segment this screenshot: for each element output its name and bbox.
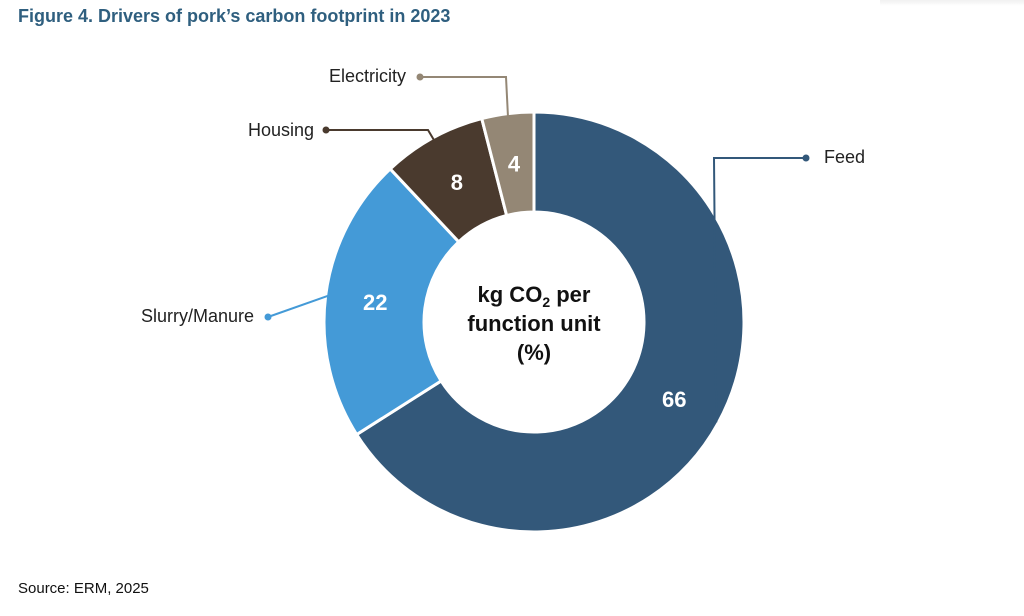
leader-dot-housing [322,126,330,134]
slice-slurry-manure [322,166,461,437]
leader-dot-feed [802,154,810,162]
leader-line-feed [712,157,806,423]
value-label-feed: 66 [662,387,686,412]
category-label-slurry-manure: Slurry/Manure [141,306,254,326]
leader-dot-electricity [416,73,424,81]
slice-feed [354,110,746,534]
value-label-housing: 8 [451,170,463,195]
value-label-electricity: 4 [508,151,521,176]
leader-dot-slurry-manure [264,313,272,321]
center-label: kg CO2 per function unit (%) [467,282,601,365]
category-label-housing: Housing [248,120,314,140]
leader-lines-group [264,73,810,423]
top-edge-shadow [880,0,1024,6]
source-note: Source: ERM, 2025 [18,580,149,597]
center-label-line3: (%) [517,340,551,365]
value-labels-group: 66 22 8 4 [363,151,686,412]
leader-line-electricity [420,76,509,116]
center-label-line2: function unit [467,311,601,336]
category-label-electricity: Electricity [329,66,406,86]
leader-line-housing [326,129,435,141]
center-label-line1: kg CO2 per [478,282,591,310]
leader-line-slurry-manure [267,294,328,318]
legend-labels-group: Feed Slurry/Manure Housing Electricity [141,66,865,326]
category-label-feed: Feed [824,147,865,167]
slice-electricity [479,110,536,218]
slices-group [322,110,746,534]
value-label-slurry-manure: 22 [363,290,387,315]
figure-title: Figure 4. Drivers of pork’s carbon footp… [18,6,451,26]
